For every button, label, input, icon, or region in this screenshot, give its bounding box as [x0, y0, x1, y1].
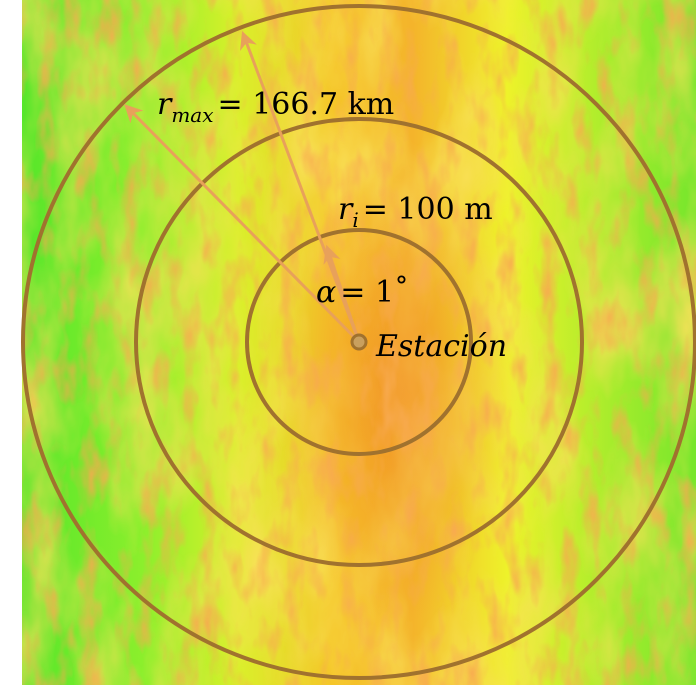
- rmax-arrow: [124, 104, 361, 344]
- ri-label: ri = 100 m: [338, 192, 493, 232]
- circle-dot-icon: [350, 333, 368, 351]
- alpha-arrow: [323, 244, 361, 343]
- middle-ring: [134, 117, 584, 567]
- outer-ring: [21, 4, 696, 680]
- alpha-label: α = 1˚: [316, 275, 409, 310]
- rmax-label: rmax = 166.7 km: [157, 87, 394, 127]
- inner-ring: [245, 228, 473, 456]
- ri-arrow: [240, 30, 361, 343]
- station-label: Estación: [375, 329, 507, 364]
